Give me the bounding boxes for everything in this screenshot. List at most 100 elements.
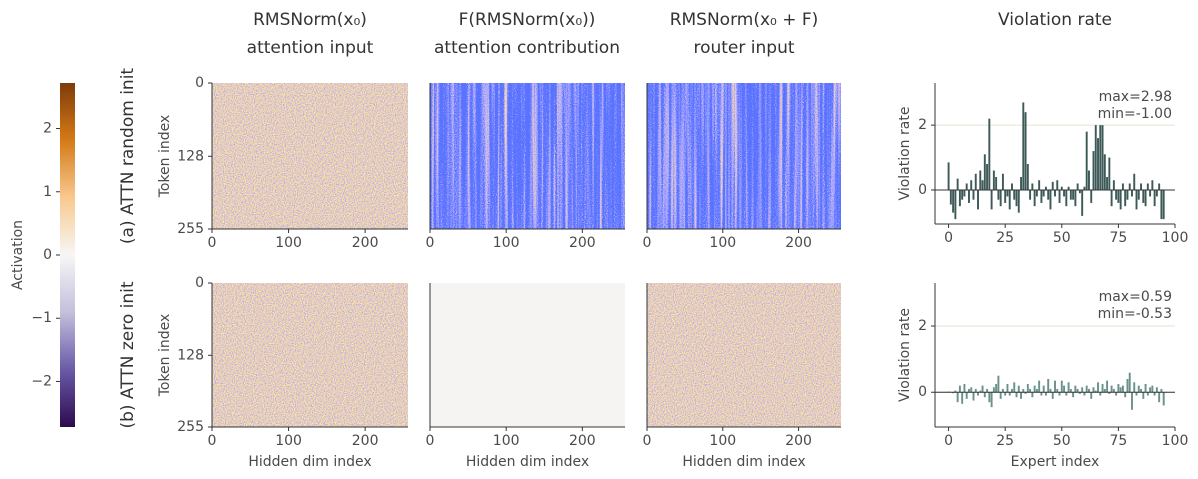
heatmap — [212, 83, 408, 229]
bar — [999, 189, 1002, 207]
bar — [1103, 154, 1106, 190]
bar — [1038, 380, 1041, 393]
bar — [1135, 189, 1138, 210]
bar — [1106, 380, 1109, 393]
bar — [1069, 388, 1072, 393]
bar — [992, 387, 995, 393]
heatmap — [212, 283, 408, 427]
bar — [1078, 189, 1081, 194]
bar — [981, 385, 984, 393]
bar — [1133, 173, 1136, 190]
bar — [1015, 392, 1018, 398]
bar — [1090, 189, 1093, 203]
bar — [1103, 388, 1106, 393]
x-tick-label: 25 — [996, 230, 1014, 246]
x-tick-label: 0 — [643, 235, 652, 251]
bar — [1115, 392, 1118, 396]
bar — [1088, 170, 1090, 190]
bar — [1099, 125, 1102, 190]
bar — [1029, 189, 1032, 200]
bar — [1006, 383, 1009, 393]
bar — [1119, 387, 1122, 393]
bar — [1115, 189, 1118, 200]
bar — [992, 170, 995, 190]
bar — [995, 177, 998, 190]
bar — [1040, 392, 1043, 396]
x-tick-label: 50 — [1053, 230, 1071, 246]
x-tick-label: 100 — [493, 235, 520, 251]
heatmap — [647, 283, 841, 427]
bar — [1058, 189, 1061, 203]
bar — [1008, 189, 1011, 210]
bar — [1140, 388, 1142, 393]
bar — [1146, 183, 1149, 190]
bar — [1035, 388, 1038, 393]
bar — [1022, 102, 1025, 190]
bar — [1151, 385, 1154, 393]
x-tick-label: 100 — [275, 433, 302, 449]
y-tick-label: 0 — [918, 182, 927, 198]
bar — [979, 390, 982, 393]
bar — [1112, 180, 1115, 190]
bar — [990, 392, 993, 408]
bar — [1137, 189, 1140, 200]
bar — [947, 162, 950, 190]
bar — [1044, 392, 1047, 396]
y-tick-label: 128 — [177, 148, 204, 164]
x-axis-label: Hidden dim index — [682, 454, 805, 470]
column-subtitle: router input — [693, 38, 794, 58]
heatmap — [430, 83, 625, 229]
annotation: max=2.98 — [1099, 89, 1172, 105]
bar — [1162, 392, 1165, 406]
x-tick-label: 100 — [275, 235, 302, 251]
bar — [995, 383, 998, 393]
column-title: RMSNorm(x₀ + F) — [670, 10, 819, 30]
annotation: min=-0.53 — [1098, 306, 1172, 322]
bar — [1026, 383, 1029, 393]
bar — [961, 189, 964, 200]
bar — [954, 189, 957, 220]
x-tick-label: 75 — [1109, 230, 1127, 246]
bar — [954, 390, 957, 393]
bar — [1094, 125, 1097, 190]
bar — [1033, 385, 1036, 393]
bar — [1060, 186, 1063, 190]
bar — [1072, 189, 1075, 200]
bar — [1054, 189, 1056, 197]
bar — [983, 392, 986, 398]
x-tick-label: 0 — [208, 235, 217, 251]
bar — [1124, 189, 1127, 207]
bar — [1042, 385, 1045, 393]
bar — [974, 173, 977, 190]
bar — [952, 189, 955, 213]
colorbar-tick-label: 1 — [43, 184, 52, 200]
bar — [1085, 385, 1088, 393]
bar — [1081, 189, 1084, 216]
bar — [956, 178, 959, 190]
bar — [968, 189, 970, 203]
bar — [1013, 189, 1016, 200]
bar — [1017, 189, 1020, 213]
bar — [988, 118, 991, 190]
bar — [1128, 183, 1131, 190]
bar — [1131, 392, 1133, 410]
bar — [958, 189, 961, 207]
bar — [1038, 180, 1041, 190]
bar — [1058, 392, 1061, 396]
x-tick-label: 200 — [569, 433, 596, 449]
heatmap — [430, 283, 625, 427]
x-axis-label: Hidden dim index — [248, 454, 371, 470]
bar — [1142, 392, 1145, 399]
bar — [1033, 189, 1036, 207]
bar — [1072, 392, 1075, 398]
bar — [1097, 382, 1099, 393]
bar — [997, 189, 1000, 200]
bar — [1060, 380, 1063, 393]
bar — [1121, 183, 1124, 190]
bar — [1049, 388, 1052, 393]
bar — [1067, 382, 1070, 393]
bar — [972, 392, 975, 401]
colorbar-tick-label: 0 — [43, 247, 52, 263]
bar — [1065, 392, 1068, 396]
y-tick-label: 0 — [918, 384, 927, 400]
